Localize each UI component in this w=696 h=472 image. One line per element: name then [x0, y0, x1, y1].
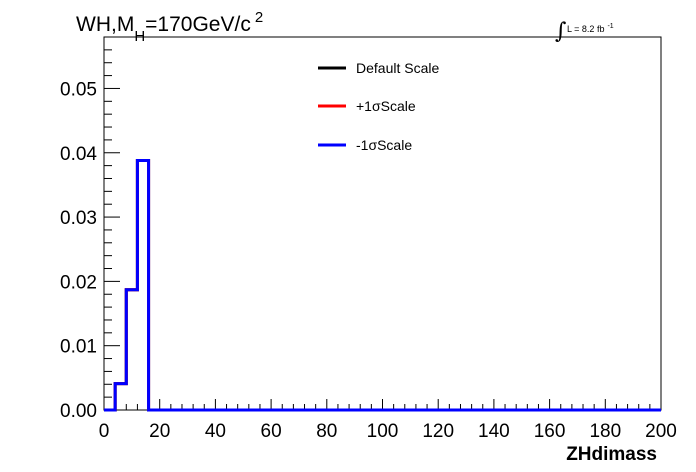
histogram-series: [104, 158, 661, 412]
y-tick-label: 0.01: [60, 337, 97, 358]
lumi-text: L = 8.2 fb: [567, 24, 604, 34]
x-tick-label: 200: [645, 421, 677, 442]
x-tick-label: 0: [99, 421, 110, 442]
legend-label-default: Default Scale: [356, 60, 439, 76]
y-tick-label: 0.02: [60, 272, 97, 293]
legend-label-plus1sigma: +1σScale: [356, 98, 416, 114]
x-axis-label: ZHdimass: [566, 444, 657, 465]
legend-label-minus1sigma: -1σScale: [356, 137, 412, 153]
lumi-label: L = 8.2 fb -1: [567, 23, 614, 34]
axis-tick-labels: 0 20 40 60 80 100 120 140 160 180 200 0.00 0.01 0.02 0…: [60, 79, 677, 442]
x-tick-label: 20: [149, 421, 170, 442]
x-tick-label: 180: [589, 421, 621, 442]
title-suffix: =170GeV/c: [145, 13, 251, 36]
y-tick-label: 0.03: [60, 208, 97, 229]
x-tick-label: 120: [422, 421, 454, 442]
x-tick-label: 80: [316, 421, 337, 442]
chart-title: WH,MH=170GeV/c 2: [76, 9, 263, 45]
lumi-superscript: -1: [607, 23, 613, 30]
lumi-integral-symbol: ∫: [555, 19, 567, 44]
histogram-line: [104, 158, 661, 412]
x-tick-label: 140: [478, 421, 510, 442]
x-tick-label: 60: [261, 421, 282, 442]
title-superscript: 2: [255, 9, 263, 26]
x-tick-label: 40: [205, 421, 226, 442]
legend: Default Scale +1σScale -1σScale: [318, 60, 439, 153]
y-tick-label: 0.04: [60, 144, 97, 165]
x-tick-label: 160: [534, 421, 566, 442]
title-prefix: WH,M: [76, 13, 134, 36]
y-tick-label: 0.00: [60, 401, 97, 422]
y-tick-label: 0.05: [60, 79, 97, 100]
x-tick-label: 100: [367, 421, 399, 442]
